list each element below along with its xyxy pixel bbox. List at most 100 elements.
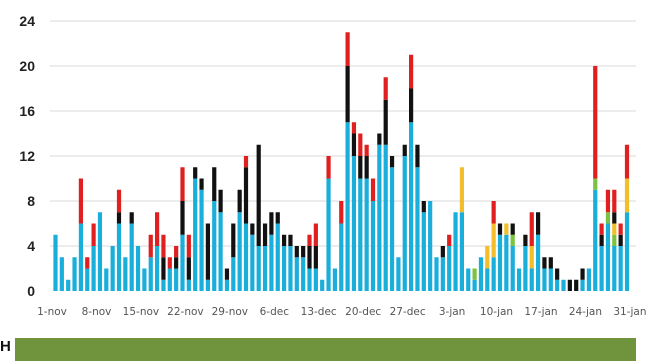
bar-segment	[536, 212, 541, 235]
bar-segment	[212, 167, 217, 201]
x-axis: 1-nov 8-nov 15-nov 22-nov 29-nov 6-dec 13-dec 2…	[37, 306, 646, 318]
bar-segment	[161, 234, 166, 258]
bar-segment	[345, 122, 350, 291]
bar-segment	[402, 144, 407, 156]
bar-segment	[193, 178, 198, 291]
bar-segment	[383, 144, 388, 291]
bar-segment	[161, 257, 166, 280]
bar-segment	[301, 257, 306, 291]
bar-segment	[180, 167, 185, 201]
bar-segment	[174, 268, 179, 291]
bar-segment	[383, 77, 388, 100]
bar-segment	[358, 156, 363, 179]
bar-segment	[529, 268, 534, 291]
bar-segment	[193, 167, 198, 179]
bar-segment	[447, 234, 452, 246]
bar-segment	[370, 201, 376, 291]
bar-segment	[205, 279, 210, 291]
bar-segment	[123, 257, 128, 291]
bar-segment	[345, 66, 350, 123]
bar-segment	[116, 223, 122, 291]
y-tick-label: 0	[27, 283, 35, 299]
bar-segment	[231, 257, 236, 291]
bar-segment	[605, 189, 611, 213]
bar-segment	[377, 144, 382, 291]
bar-segment	[593, 189, 598, 291]
bar-segment	[402, 156, 407, 291]
bar-segment	[262, 246, 268, 291]
bar-segment	[186, 234, 191, 258]
bar-segment	[282, 234, 287, 246]
bar-segment	[161, 279, 166, 291]
bar-segment	[116, 212, 122, 224]
bar-segment	[326, 156, 331, 179]
x-tick-label: 29-nov	[212, 306, 248, 318]
bar-segment	[85, 268, 90, 291]
bar-segment	[307, 268, 312, 291]
bar-segment	[542, 268, 547, 291]
x-tick-label: 1-nov	[37, 306, 67, 318]
bar-segment	[491, 257, 496, 291]
bar-segment	[624, 144, 630, 179]
bar-segment	[275, 223, 280, 291]
bar-segment	[218, 212, 223, 291]
bar-segment	[313, 268, 318, 291]
bar-segment	[180, 234, 185, 291]
bar-segment	[599, 246, 604, 291]
bar-segment	[491, 201, 496, 224]
bar-segment	[186, 257, 191, 280]
bar-segment	[428, 201, 433, 291]
bar-segment	[529, 212, 534, 246]
bar-segment	[542, 257, 547, 269]
x-tick-label: 13-dec	[301, 306, 337, 318]
bar-segment	[612, 189, 617, 213]
bar-segment	[91, 246, 96, 291]
x-tick-label: 17-jan	[524, 306, 557, 318]
bar-segment	[440, 257, 445, 291]
bar-segment	[409, 88, 414, 123]
bar-segment	[320, 279, 325, 291]
bar-segment	[599, 234, 604, 246]
bar-segment	[351, 156, 357, 291]
bar-segment	[148, 257, 153, 291]
x-tick-label: 22-nov	[167, 306, 203, 318]
bar-segment	[313, 246, 318, 269]
y-tick-label: 4	[27, 238, 35, 254]
bar-segment	[396, 257, 401, 291]
bar-segment	[218, 189, 223, 213]
bar-segment	[97, 212, 103, 291]
bars-group	[53, 32, 630, 291]
bar-segment	[459, 167, 464, 213]
bar-segment	[389, 156, 395, 168]
bar-segment	[116, 189, 122, 213]
bar-segment	[497, 223, 503, 235]
bar-segment	[288, 234, 293, 246]
bar-segment	[618, 234, 623, 246]
bar-segment	[256, 246, 261, 291]
bar-segment	[199, 178, 204, 190]
bar-segment	[174, 257, 179, 269]
bar-segment	[224, 268, 230, 280]
bar-segment	[555, 268, 560, 280]
y-tick-label: 16	[19, 103, 35, 119]
bar-segment	[618, 223, 623, 235]
bar-segment	[199, 189, 204, 291]
bar-segment	[580, 279, 585, 291]
y-tick-label: 20	[19, 58, 35, 74]
bar-segment	[370, 178, 376, 201]
y-tick-label: 24	[19, 13, 35, 29]
bar-segment	[78, 178, 83, 224]
bar-segment	[332, 268, 337, 291]
bar-segment	[313, 223, 318, 246]
bar-segment	[409, 122, 414, 291]
green-banner	[15, 338, 636, 361]
bar-segment	[548, 257, 553, 269]
bar-segment	[351, 122, 357, 134]
y-axis: 0 4 8 12 16 20 24	[19, 13, 35, 299]
bar-segment	[135, 246, 141, 291]
bar-segment	[72, 257, 77, 291]
bar-segment	[618, 246, 623, 291]
bar-segment	[294, 257, 299, 291]
bar-segment	[351, 133, 357, 156]
